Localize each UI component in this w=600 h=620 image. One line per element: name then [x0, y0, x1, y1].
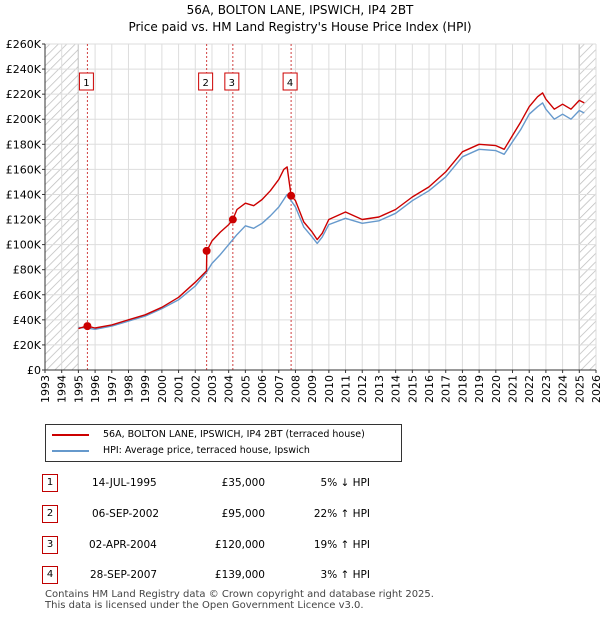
sale-label-box	[282, 72, 298, 91]
sale-hpi-change: 22% ↑ HPI	[313, 508, 370, 520]
x-tick-label: 2024	[557, 375, 570, 403]
x-tick-label: 2010	[323, 375, 336, 403]
table-row: 2 06-SEP-2002 £95,000 22% ↑ HPI	[0, 505, 600, 525]
y-tick-label: £220K	[6, 88, 42, 101]
x-tick-label: 1996	[89, 375, 102, 403]
legend-label-hpi: HPI: Average price, terraced house, Ipsw…	[103, 445, 310, 456]
y-tick-label: £140K	[6, 188, 42, 201]
sale-date: 28-SEP-2007	[90, 569, 158, 581]
sale-label-box	[198, 72, 214, 91]
x-tick-label: 2006	[256, 375, 269, 403]
x-tick-label: 2000	[156, 375, 169, 403]
sale-price: £120,000	[214, 539, 265, 551]
x-tick-label: 1995	[72, 375, 85, 403]
sale-label-box	[78, 72, 94, 91]
x-tick-label: 2018	[456, 375, 469, 403]
x-tick-label: 2014	[390, 375, 403, 403]
footer-line-2: This data is licensed under the Open Gov…	[45, 600, 364, 611]
x-tick-label: 2001	[173, 375, 186, 403]
y-tick-label: £240K	[6, 63, 42, 76]
x-tick-label: 2019	[473, 375, 486, 403]
x-tick-label: 2003	[206, 375, 219, 403]
x-tick-label: 1999	[139, 375, 152, 403]
sale-hpi-change: 3% ↑ HPI	[320, 569, 370, 581]
x-tick-label: 2015	[406, 375, 419, 403]
y-tick-label: £100K	[6, 239, 42, 252]
x-tick-label: 2025	[573, 375, 586, 403]
x-tick-label: 2017	[440, 375, 453, 403]
y-tick-label: £80K	[13, 264, 42, 277]
hatched-range	[579, 44, 596, 370]
chart-subtitle: Price paid vs. HM Land Registry's House …	[128, 20, 472, 34]
sale-point	[228, 215, 237, 224]
sale-number-badge: 2	[42, 505, 58, 523]
y-tick-label: £160K	[6, 163, 42, 176]
x-tick-label: 2016	[423, 375, 436, 403]
y-tick-label: £40K	[13, 314, 42, 327]
x-tick-label: 2008	[289, 375, 302, 403]
sale-hpi-change: 5% ↓ HPI	[320, 477, 370, 489]
y-tick-label: £200K	[6, 113, 42, 126]
legend-swatch-property	[52, 433, 89, 436]
sale-price: £35,000	[221, 477, 265, 489]
x-tick-label: 2023	[540, 375, 553, 403]
x-tick-label: 2005	[239, 375, 252, 403]
x-tick-label: 2021	[507, 375, 520, 403]
x-tick-label: 2011	[340, 375, 353, 403]
x-tick-label: 2009	[306, 375, 319, 403]
sale-point	[83, 322, 92, 331]
sale-point	[202, 246, 211, 255]
x-tick-label: 1997	[106, 375, 119, 403]
table-row: 3 02-APR-2004 £120,000 19% ↑ HPI	[0, 536, 600, 556]
sale-label-box	[224, 72, 240, 91]
property-price-line	[78, 92, 585, 330]
sale-date: 02-APR-2004	[89, 539, 157, 551]
x-tick-label: 2007	[273, 375, 286, 403]
chart-legend: 56A, BOLTON LANE, IPSWICH, IP4 2BT (terr…	[45, 424, 402, 462]
x-tick-label: 1993	[39, 375, 52, 403]
sale-point	[287, 191, 296, 200]
y-tick-label: £0	[27, 364, 41, 377]
y-tick-label: £180K	[6, 138, 42, 151]
x-tick-label: 2020	[490, 375, 503, 403]
sale-number-badge: 4	[42, 566, 58, 584]
sale-hpi-change: 19% ↑ HPI	[313, 539, 370, 551]
legend-item-hpi: HPI: Average price, terraced house, Ipsw…	[52, 444, 310, 458]
hpi-line	[78, 102, 585, 330]
y-tick-label: £20K	[13, 339, 42, 352]
x-tick-label: 2013	[373, 375, 386, 403]
x-tick-label: 2004	[223, 375, 236, 403]
footer-line-1: Contains HM Land Registry data © Crown c…	[45, 589, 434, 600]
sale-number-badge: 3	[42, 536, 58, 554]
sale-label: 2	[202, 78, 208, 89]
price-chart: 1 2 3 4 £0 £20K £40K £60K £80K £100K £120K £140K £1…	[6, 38, 600, 403]
sale-price: £139,000	[214, 569, 265, 581]
x-tick-label: 1994	[56, 375, 69, 403]
sale-date: 06-SEP-2002	[92, 508, 160, 520]
y-tick-label: £60K	[13, 289, 42, 302]
legend-label-property: 56A, BOLTON LANE, IPSWICH, IP4 2BT (terr…	[103, 429, 365, 440]
legend-swatch-hpi	[52, 449, 89, 452]
table-row: 1 14-JUL-1995 £35,000 5% ↓ HPI	[0, 474, 600, 494]
x-tick-label: 2022	[523, 375, 536, 403]
chart-title: 56A, BOLTON LANE, IPSWICH, IP4 2BT	[186, 3, 414, 17]
x-tick-label: 1998	[122, 375, 135, 403]
table-row: 4 28-SEP-2007 £139,000 3% ↑ HPI	[0, 566, 600, 586]
y-tick-label: £260K	[6, 38, 42, 51]
y-tick-label: £120K	[6, 214, 42, 227]
sale-label: 4	[287, 78, 293, 89]
sale-date: 14-JUL-1995	[92, 477, 157, 489]
x-tick-label: 2012	[356, 375, 369, 403]
sale-price: £95,000	[221, 508, 265, 520]
footer-attribution: Contains HM Land Registry data © Crown c…	[45, 589, 434, 611]
x-tick-label: 2002	[189, 375, 202, 403]
sale-label: 3	[229, 78, 235, 89]
sale-label: 1	[83, 78, 89, 89]
x-tick-label: 2026	[590, 375, 600, 403]
sale-number-badge: 1	[42, 474, 58, 492]
legend-item-property: 56A, BOLTON LANE, IPSWICH, IP4 2BT (terr…	[52, 428, 365, 442]
